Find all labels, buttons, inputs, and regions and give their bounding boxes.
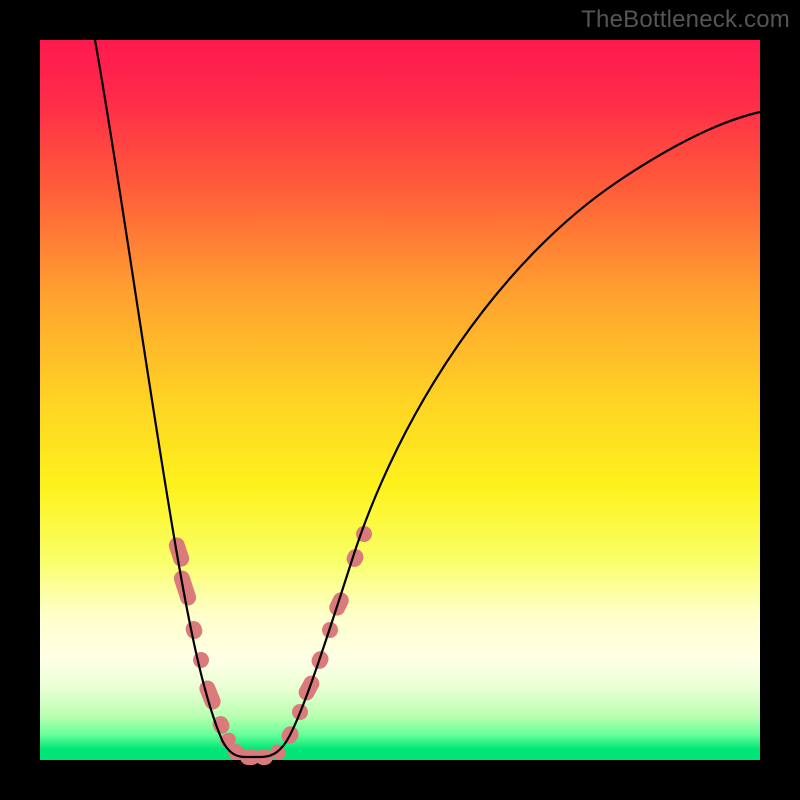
curve-right-branch — [260, 112, 760, 757]
curve-layer — [0, 0, 800, 800]
data-marker — [191, 650, 212, 671]
data-markers — [167, 523, 375, 765]
data-marker — [327, 590, 352, 619]
data-marker — [183, 619, 204, 641]
curve-left-branch — [95, 40, 260, 757]
watermark-text: TheBottleneck.com — [581, 6, 790, 34]
chart-stage: TheBottleneck.com — [0, 0, 800, 800]
